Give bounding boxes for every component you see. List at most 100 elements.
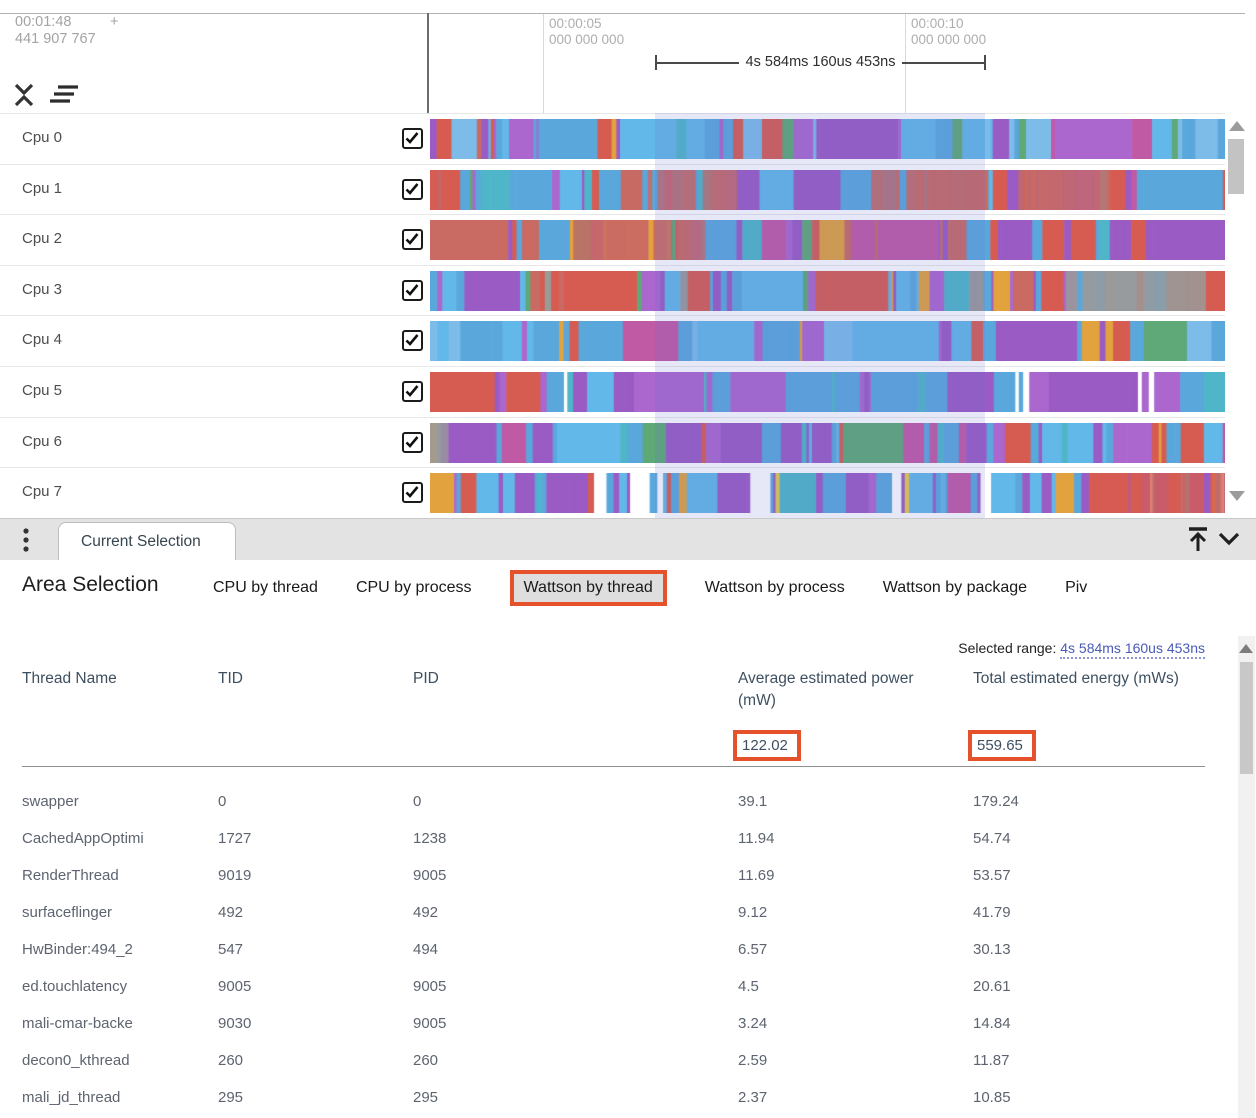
cell-energy: 41.79	[973, 904, 1011, 921]
cell-tid: 9019	[218, 867, 252, 884]
cell-pid: 494	[413, 941, 439, 958]
timeline-top-border	[0, 13, 1245, 14]
column-header-tid[interactable]: TID	[218, 670, 243, 687]
cell-pid: 9005	[413, 867, 447, 884]
selected-range: Selected range: 4s 584ms 160us 453ns	[958, 640, 1205, 659]
selection-range-duration: 4s 584ms 160us 453ns	[745, 53, 896, 70]
cell-pid: 295	[413, 1089, 439, 1106]
collapse-tracks-icon[interactable]	[12, 82, 36, 108]
column-header-avg-power[interactable]: Average estimated power (mW)	[738, 670, 914, 709]
page-title: Area Selection	[22, 573, 159, 596]
cell-pid: 0	[413, 793, 422, 810]
track-timeline-canvas[interactable]	[430, 321, 1225, 362]
cell-thread: mali_jd_thread	[22, 1089, 121, 1106]
cell-thread: surfaceflinger	[22, 904, 113, 921]
cell-tid: 9030	[218, 1015, 252, 1032]
table-scrollbar-up[interactable]	[1239, 644, 1253, 653]
track-timeline-canvas[interactable]	[430, 270, 1225, 311]
cell-thread: ed.touchlatency	[22, 978, 128, 995]
track-checkbox[interactable]	[402, 178, 423, 200]
table-body: swapper 0 0 39.1 179.24 CachedAppOptimi 1727 12…	[22, 789, 1205, 1118]
view-tabs: CPU by thread CPU by process Wattson by th…	[213, 570, 1087, 606]
cell-power: 11.69	[738, 867, 775, 884]
cell-power: 11.94	[738, 830, 775, 847]
track-row: Cpu 0	[0, 113, 1225, 164]
ruler-tick-label: 00:00:05 000 000 000	[549, 16, 625, 47]
table-row[interactable]: surfaceflinger 492 492 9.12 41.79	[22, 900, 1205, 937]
selection-range-bracket: 4s 584ms 160us 453ns	[655, 53, 986, 70]
expand-panel-icon[interactable]	[1184, 526, 1212, 554]
cell-tid: 547	[218, 941, 244, 958]
cell-energy: 30.13	[973, 941, 1011, 958]
track-checkbox[interactable]	[402, 128, 423, 149]
track-filter-icon[interactable]	[48, 84, 80, 106]
track-label: Cpu 7	[22, 483, 63, 501]
cell-energy: 20.61	[973, 978, 1011, 995]
selected-range-label: Selected range:	[958, 640, 1057, 656]
cell-pid: 1238	[413, 830, 447, 847]
track-checkbox[interactable]	[402, 431, 423, 453]
cell-pid: 9005	[413, 978, 447, 995]
table-row[interactable]: mali_jd_thread 295 295 2.37 10.85	[22, 1085, 1205, 1118]
track-checkbox[interactable]	[402, 482, 423, 504]
tab-current-selection[interactable]: Current Selection	[58, 522, 236, 561]
view-tab-piv[interactable]: Piv	[1065, 579, 1088, 596]
table-row[interactable]: HwBinder:494_2 547 494 6.57 30.13	[22, 937, 1205, 974]
tracks-scrollbar-thumb[interactable]	[1228, 139, 1244, 194]
trace-clock-plus: +	[110, 14, 119, 30]
column-header-thread[interactable]: Thread Name	[22, 670, 117, 687]
bracket-wire	[657, 61, 739, 64]
ruler-tick-label: 00:00:10 000 000 000	[911, 16, 987, 47]
view-tab-cpu-by-process[interactable]: CPU by process	[355, 579, 472, 596]
cell-power: 9.12	[738, 904, 768, 921]
track-checkbox[interactable]	[402, 229, 423, 251]
cell-pid: 9005	[413, 1015, 447, 1032]
kebab-menu-icon[interactable]	[20, 525, 32, 555]
track-checkbox[interactable]	[402, 380, 423, 402]
view-tab-cpu-by-thread[interactable]: CPU by thread	[213, 579, 318, 596]
cell-thread: decon0_kthread	[22, 1052, 130, 1069]
track-label: Cpu 5	[22, 381, 63, 399]
cell-tid: 0	[218, 793, 227, 810]
view-tab-wattson-by-package[interactable]: Wattson by package	[882, 579, 1028, 596]
track-row: Cpu 7	[0, 467, 1225, 518]
cell-energy: 14.84	[973, 1015, 1011, 1032]
track-row: Cpu 6	[0, 416, 1225, 468]
track-timeline-canvas[interactable]	[430, 119, 1225, 159]
cell-thread: HwBinder:494_2	[22, 941, 133, 958]
track-row: Cpu 5	[0, 365, 1225, 417]
column-header-pid[interactable]: PID	[413, 670, 439, 687]
track-timeline-canvas[interactable]	[430, 371, 1225, 412]
view-tab-wattson-by-process[interactable]: Wattson by process	[704, 579, 845, 596]
track-checkbox[interactable]	[402, 279, 423, 301]
cell-thread: CachedAppOptimi	[22, 830, 144, 847]
track-label: Cpu 1	[22, 179, 63, 197]
tracks-scrollbar-down[interactable]	[1229, 491, 1245, 501]
cell-thread: RenderThread	[22, 867, 119, 884]
selected-range-link[interactable]: 4s 584ms 160us 453ns	[1060, 640, 1205, 659]
track-timeline-canvas[interactable]	[430, 220, 1225, 261]
table-row[interactable]: ed.touchlatency 9005 9005 4.5 20.61	[22, 974, 1205, 1011]
track-timeline-canvas[interactable]	[430, 169, 1225, 210]
track-row: Cpu 4	[0, 315, 1225, 366]
chevron-down-icon[interactable]	[1216, 530, 1242, 548]
table-scrollbar-thumb[interactable]	[1240, 662, 1253, 774]
table-row[interactable]: decon0_kthread 260 260 2.59 11.87	[22, 1048, 1205, 1085]
tracks-scrollbar-up[interactable]	[1229, 121, 1245, 131]
track-row: Cpu 3	[0, 264, 1225, 316]
cell-power: 39.1	[738, 793, 768, 810]
track-timeline-canvas[interactable]	[430, 422, 1225, 463]
track-timeline-canvas[interactable]	[430, 473, 1225, 514]
track-checkbox[interactable]	[402, 330, 423, 352]
cell-power: 2.37	[738, 1089, 768, 1106]
cell-power: 6.57	[738, 941, 768, 958]
tab-current-selection-label: Current Selection	[81, 533, 201, 550]
table-row[interactable]: mali-cmar-backe 9030 9005 3.24 14.84	[22, 1011, 1205, 1048]
view-tab-wattson-by-thread[interactable]: Wattson by thread	[509, 570, 667, 606]
column-header-total-energy[interactable]: Total estimated energy (mWs)	[973, 670, 1179, 687]
bracket-left-cap	[655, 55, 657, 70]
table-row[interactable]: RenderThread 9019 9005 11.69 53.57	[22, 863, 1205, 900]
table-row[interactable]: CachedAppOptimi 1727 1238 11.94 54.74	[22, 826, 1205, 863]
table-row[interactable]: swapper 0 0 39.1 179.24	[22, 789, 1205, 826]
table-header: Thread Name TID PID Average estimated po…	[22, 668, 1205, 728]
